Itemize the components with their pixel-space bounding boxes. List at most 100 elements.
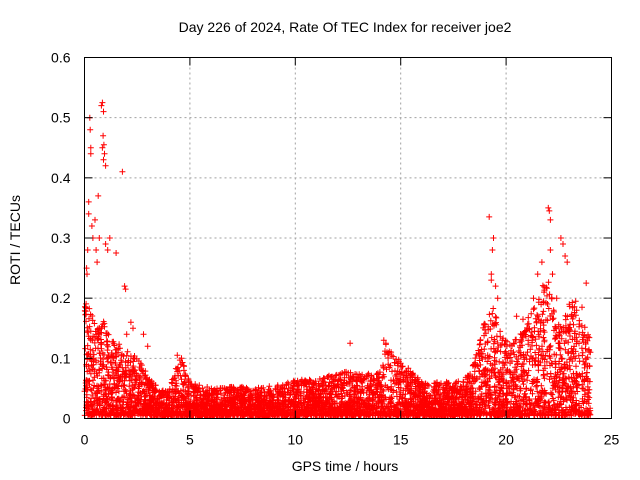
data-point: [110, 412, 117, 419]
data-point: [557, 323, 564, 330]
data-point: [279, 411, 286, 418]
data-point: [580, 385, 587, 392]
data-point: [138, 396, 145, 403]
data-point: [527, 387, 534, 394]
data-point: [573, 363, 579, 370]
data-point: [512, 381, 519, 388]
data-point: [491, 348, 498, 355]
data-point: [536, 410, 543, 417]
data-point: [521, 391, 528, 398]
data-point: [566, 408, 573, 415]
data-point: [137, 374, 144, 381]
data-point: [197, 395, 204, 402]
data-point: [545, 410, 552, 417]
data-point: [579, 381, 586, 388]
data-point: [121, 410, 128, 417]
data-point: [572, 348, 579, 355]
data-point: [156, 405, 162, 411]
data-point: [338, 395, 345, 402]
data-point: [127, 412, 134, 419]
data-point: [170, 398, 176, 405]
data-point: [579, 329, 586, 336]
data-point: [510, 400, 517, 407]
data-point: [444, 380, 451, 387]
data-point: [281, 386, 288, 392]
data-point: [138, 367, 145, 374]
data-point: [156, 389, 163, 396]
data-point: [470, 362, 477, 369]
data-point: [567, 396, 574, 403]
data-point: [492, 314, 499, 320]
data-point: [392, 367, 398, 374]
data-point: [116, 378, 123, 385]
data-point: [516, 411, 523, 418]
data-point: [129, 386, 136, 393]
data-point: [331, 400, 338, 407]
data-point: [85, 350, 92, 357]
data-point: [252, 397, 259, 404]
data-point: [129, 372, 136, 379]
data-point: [326, 390, 333, 397]
data-point: [495, 344, 502, 350]
data-point: [483, 367, 490, 374]
data-point: [529, 378, 536, 385]
data-point: [541, 338, 548, 345]
data-point: [387, 386, 394, 392]
data-point: [486, 375, 493, 382]
data-point: [93, 395, 100, 402]
data-point: [376, 391, 383, 398]
data-point: [408, 390, 415, 397]
data-point: [208, 397, 215, 404]
data-point: [568, 403, 575, 410]
data-point: [472, 355, 479, 362]
data-point: [96, 369, 103, 376]
data-point: [320, 386, 327, 393]
data-point: [228, 395, 235, 402]
data-point: [567, 366, 574, 373]
data-point: [545, 412, 551, 419]
data-point: [482, 354, 489, 361]
data-point: [562, 346, 569, 353]
data-point: [190, 389, 197, 396]
data-point: [358, 406, 365, 413]
data-point: [475, 350, 482, 357]
data-point: [550, 307, 557, 314]
data-point: [497, 328, 504, 335]
data-point: [396, 396, 403, 403]
data-point: [335, 381, 341, 388]
data-point: [492, 373, 499, 379]
data-point: [458, 409, 465, 416]
data-point: [108, 350, 115, 356]
data-point: [243, 384, 250, 391]
data-point: [339, 398, 346, 405]
data-point: [565, 350, 571, 357]
data-point: [440, 384, 447, 391]
data-point: [260, 384, 267, 391]
data-point: [552, 335, 559, 342]
data-point: [525, 314, 532, 321]
data-point: [507, 371, 514, 378]
data-point: [99, 361, 106, 368]
data-point: [397, 391, 404, 398]
data-point: [502, 359, 509, 366]
data-point: [104, 330, 111, 337]
data-point: [206, 391, 213, 398]
data-point: [457, 387, 464, 394]
data-point: [535, 367, 542, 374]
data-point: [390, 353, 397, 360]
data-point: [332, 408, 339, 415]
data-point: [112, 346, 119, 353]
data-point: [128, 398, 135, 405]
data-point: [294, 389, 301, 396]
data-point: [166, 388, 173, 395]
data-point: [538, 393, 545, 400]
data-point: [178, 403, 185, 410]
data-point: [152, 382, 159, 389]
data-point: [372, 381, 379, 388]
data-point: [497, 348, 504, 355]
data-point: [458, 384, 465, 390]
data-point: [367, 387, 374, 394]
data-point: [348, 387, 355, 393]
data-point: [374, 385, 381, 392]
data-point: [162, 404, 169, 411]
